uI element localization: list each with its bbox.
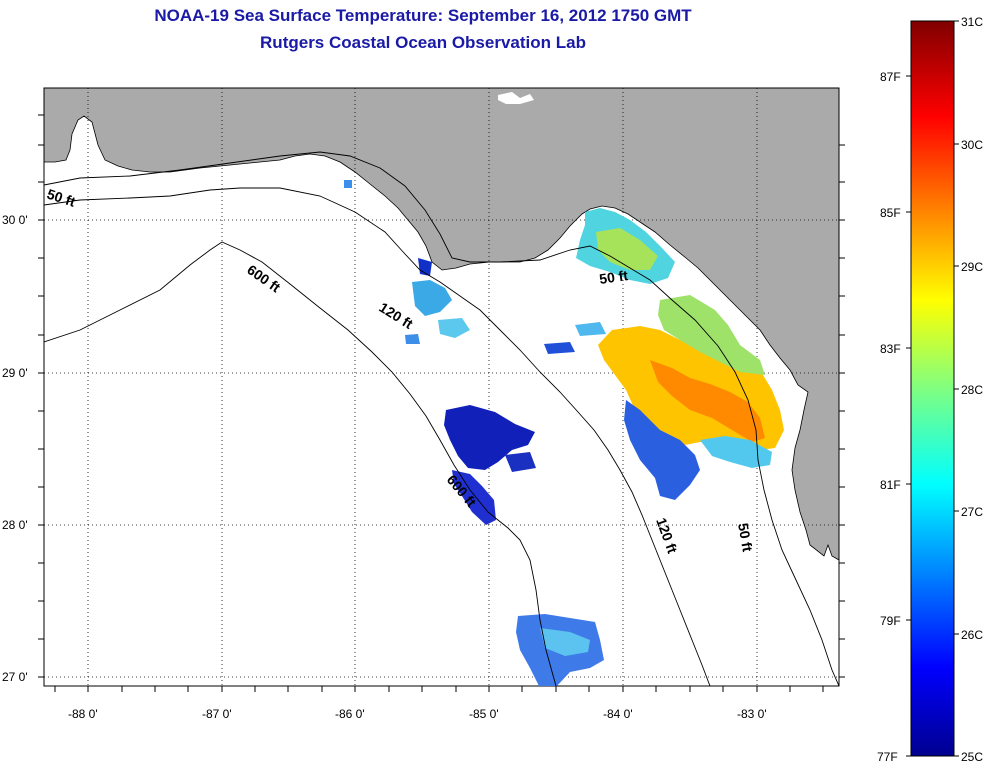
colorbar-celsius-labels: 31C 30C 29C 28C 27C 26C 25C	[961, 15, 983, 764]
sst-patch-southern-strip-cyan	[540, 628, 590, 656]
sst-patch-small-1	[405, 334, 420, 344]
sst-patch-deep-blue-2	[452, 470, 496, 525]
sst-patch-small-3	[544, 342, 575, 354]
inland-lake	[498, 92, 534, 104]
cb-label-77f: 77F	[877, 750, 898, 764]
contour-120ft	[44, 187, 711, 686]
cb-label-31c: 31C	[961, 15, 983, 29]
lon-label-85: -85 0'	[469, 707, 499, 721]
colorbar	[910, 20, 955, 757]
sst-patch-southwest-blue	[624, 400, 700, 500]
lat-label-27: 27 0'	[2, 670, 28, 684]
sst-patch-small-5	[505, 452, 536, 472]
lon-label-87: -87 0'	[202, 707, 232, 721]
cb-label-85f: 85F	[880, 206, 901, 220]
cb-label-79f: 79F	[880, 614, 901, 628]
contour-label-50ft-north: 50 ft	[598, 267, 629, 287]
cb-label-26c: 26C	[961, 628, 983, 642]
graticule	[44, 88, 839, 686]
map-subtitle: Rutgers Coastal Ocean Observation Lab	[260, 33, 586, 52]
cb-label-29c: 29C	[961, 260, 983, 274]
contour-label-50ft-east: 50 ft	[735, 522, 756, 553]
colorbar-fahrenheit-labels: 87F 85F 83F 81F 79F 77F	[877, 70, 901, 764]
lat-label-28: 28 0'	[2, 518, 28, 532]
cb-label-81f: 81F	[880, 478, 901, 492]
depth-contours	[44, 151, 839, 686]
cb-label-83f: 83F	[880, 342, 901, 356]
sst-patch-southeast-cyan	[700, 436, 772, 468]
contour-600ft	[44, 241, 557, 686]
lon-label-83: -83 0'	[737, 707, 767, 721]
land-mass	[44, 88, 839, 561]
contour-50ft	[44, 151, 839, 686]
sst-patch-small-cyan	[438, 318, 470, 338]
sst-patch-deep-blue	[444, 405, 535, 470]
lat-label-30: 30 0'	[2, 213, 28, 227]
map-title: NOAA-19 Sea Surface Temperature: Septemb…	[154, 6, 692, 25]
sst-patch-north-green	[658, 295, 765, 375]
sst-patch-apalachee-blue	[418, 258, 432, 276]
sst-patch-coast-green	[596, 228, 658, 270]
sst-patch-apalachee	[412, 280, 452, 316]
lon-label-88: -88 0'	[68, 707, 98, 721]
map-ticks	[38, 114, 845, 692]
cb-label-87f: 87F	[880, 70, 901, 84]
sst-patch-bigbend-hot	[650, 360, 765, 442]
map-frame	[43, 87, 840, 687]
cb-label-30c: 30C	[961, 138, 983, 152]
cb-label-27c: 27C	[961, 505, 983, 519]
sst-data	[344, 180, 784, 686]
colorbar-ticks	[906, 20, 959, 757]
lon-label-84: -84 0'	[603, 707, 633, 721]
sst-patch-small-2	[344, 180, 352, 188]
cb-label-25c: 25C	[961, 750, 983, 764]
lon-label-86: -86 0'	[335, 707, 365, 721]
cb-label-28c: 28C	[961, 383, 983, 397]
latitude-labels: 30 0' 29 0' 28 0' 27 0'	[2, 213, 28, 684]
longitude-labels: -88 0' -87 0' -86 0' -85 0' -84 0' -83 0…	[68, 707, 767, 721]
lat-label-29: 29 0'	[2, 366, 28, 380]
sst-patch-small-4	[575, 322, 606, 336]
